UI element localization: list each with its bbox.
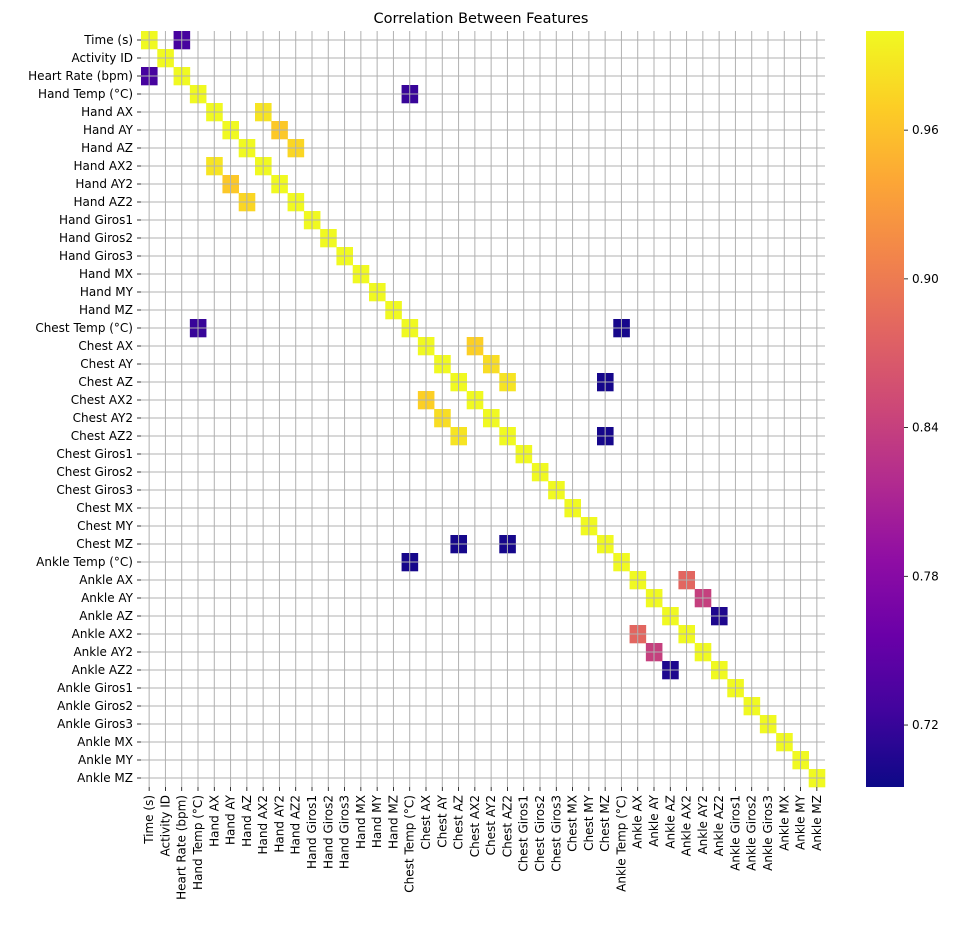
x-tick-label: Ankle AZ2 bbox=[712, 795, 726, 856]
y-tick-label: Ankle MX bbox=[77, 735, 133, 749]
x-tick-label: Chest MZ bbox=[598, 795, 612, 852]
y-tick-label: Hand AZ bbox=[81, 141, 133, 155]
x-tick-label: Chest Temp (°C) bbox=[403, 795, 417, 893]
y-tick-label: Hand Giros1 bbox=[59, 213, 133, 227]
y-tick-label: Chest Temp (°C) bbox=[35, 321, 133, 335]
x-tick-labels: Time (s) Activity ID Heart Rate (bpm) Hand … bbox=[142, 787, 824, 900]
colorbar-tick-label: 0.72 bbox=[912, 718, 939, 732]
x-tick-label: Ankle AZ bbox=[663, 795, 677, 849]
y-tick-label: Chest Giros3 bbox=[56, 483, 133, 497]
x-tick-label: Time (s) bbox=[142, 795, 156, 845]
x-tick-label: Chest AZ bbox=[452, 795, 466, 850]
y-tick-label: Ankle Temp (°C) bbox=[36, 555, 133, 569]
y-tick-label: Chest MX bbox=[76, 501, 133, 515]
x-tick-label: Hand AY bbox=[224, 794, 238, 845]
y-tick-label: Hand AZ2 bbox=[74, 195, 133, 209]
x-tick-label: Ankle AY2 bbox=[696, 795, 710, 855]
y-tick-label: Ankle Giros1 bbox=[57, 681, 133, 695]
y-tick-label: Ankle Giros3 bbox=[57, 717, 133, 731]
y-tick-label: Hand MX bbox=[79, 267, 133, 281]
y-tick-label: Chest MZ bbox=[76, 537, 133, 551]
x-tick-label: Hand Giros2 bbox=[321, 795, 335, 869]
colorbar-tick-label: 0.90 bbox=[912, 272, 939, 286]
x-tick-label: Ankle MY bbox=[794, 794, 808, 850]
heatmap-grid bbox=[141, 31, 825, 787]
x-tick-label: Ankle AX bbox=[631, 795, 645, 849]
x-tick-label: Heart Rate (bpm) bbox=[175, 795, 189, 900]
x-tick-label: Ankle AX2 bbox=[680, 795, 694, 856]
y-tick-label: Hand AY bbox=[83, 123, 134, 137]
x-tick-label: Chest MX bbox=[566, 795, 580, 852]
x-tick-label: Chest AZ2 bbox=[500, 795, 514, 857]
y-tick-label: Chest AZ2 bbox=[71, 429, 133, 443]
x-tick-label: Hand AZ2 bbox=[289, 795, 303, 854]
y-tick-label: Hand Temp (°C) bbox=[38, 87, 133, 101]
x-tick-label: Chest MY bbox=[582, 794, 596, 850]
heatmap-cells bbox=[141, 31, 826, 788]
x-tick-label: Hand AY2 bbox=[272, 795, 286, 853]
x-tick-label: Ankle MX bbox=[777, 795, 791, 851]
y-tick-label: Ankle MZ bbox=[77, 771, 133, 785]
x-tick-label: Ankle Giros1 bbox=[728, 795, 742, 871]
colorbar-tick-label: 0.84 bbox=[912, 421, 939, 435]
x-tick-label: Hand Giros3 bbox=[338, 795, 352, 869]
colorbar-ticks: 0.72 0.78 0.84 0.90 0.96 bbox=[904, 123, 939, 732]
x-tick-label: Ankle MZ bbox=[810, 795, 824, 851]
y-tick-labels: Time (s) Activity ID Heart Rate (bpm) Hand … bbox=[28, 33, 141, 785]
x-tick-label: Ankle Temp (°C) bbox=[614, 795, 628, 892]
x-tick-label: Hand MZ bbox=[386, 795, 400, 849]
y-tick-label: Ankle MY bbox=[78, 753, 134, 767]
y-tick-label: Hand AX bbox=[81, 105, 133, 119]
y-tick-label: Hand MZ bbox=[79, 303, 133, 317]
x-tick-label: Chest AY bbox=[435, 794, 449, 847]
y-tick-label: Hand AX2 bbox=[74, 159, 133, 173]
colorbar-tick-label: 0.78 bbox=[912, 569, 939, 583]
y-tick-label: Chest AY2 bbox=[73, 411, 133, 425]
colorbar bbox=[866, 31, 904, 787]
x-tick-label: Hand Temp (°C) bbox=[191, 795, 205, 890]
chart-title: Correlation Between Features bbox=[374, 11, 589, 27]
y-tick-label: Chest MY bbox=[77, 519, 133, 533]
x-tick-label: Ankle AY bbox=[647, 794, 661, 847]
y-tick-label: Hand Giros3 bbox=[59, 249, 133, 263]
x-tick-label: Chest Giros3 bbox=[549, 795, 563, 872]
y-tick-label: Hand Giros2 bbox=[59, 231, 133, 245]
x-tick-label: Chest AX bbox=[419, 795, 433, 850]
x-tick-label: Ankle Giros3 bbox=[761, 795, 775, 871]
y-tick-label: Chest AX2 bbox=[71, 393, 133, 407]
y-tick-label: Activity ID bbox=[72, 51, 133, 65]
y-tick-label: Hand AY2 bbox=[75, 177, 133, 191]
y-tick-label: Chest AY bbox=[80, 357, 133, 371]
x-tick-label: Chest Giros1 bbox=[517, 795, 531, 872]
x-tick-label: Hand AZ bbox=[240, 795, 254, 847]
x-tick-label: Hand MX bbox=[354, 795, 368, 849]
x-tick-label: Hand AX bbox=[207, 795, 221, 847]
x-tick-label: Hand AX2 bbox=[256, 795, 270, 854]
y-tick-label: Chest AX bbox=[78, 339, 133, 353]
y-tick-label: Chest Giros2 bbox=[56, 465, 133, 479]
x-tick-label: Chest AY2 bbox=[484, 795, 498, 855]
x-tick-label: Chest AX2 bbox=[468, 795, 482, 857]
x-tick-label: Activity ID bbox=[158, 795, 172, 856]
y-tick-label: Ankle AY bbox=[81, 591, 134, 605]
y-tick-label: Chest AZ bbox=[78, 375, 133, 389]
colorbar-tick-label: 0.96 bbox=[912, 123, 939, 137]
x-tick-label: Chest Giros2 bbox=[533, 795, 547, 872]
y-tick-label: Ankle AX2 bbox=[72, 627, 133, 641]
y-tick-label: Heart Rate (bpm) bbox=[28, 69, 133, 83]
y-tick-label: Hand MY bbox=[80, 285, 134, 299]
y-tick-label: Ankle AZ2 bbox=[72, 663, 133, 677]
y-tick-label: Ankle AX bbox=[79, 573, 133, 587]
x-tick-label: Hand MY bbox=[370, 794, 384, 848]
y-tick-label: Time (s) bbox=[83, 33, 133, 47]
x-tick-label: Hand Giros1 bbox=[305, 795, 319, 869]
y-tick-label: Ankle AZ bbox=[79, 609, 133, 623]
y-tick-label: Chest Giros1 bbox=[56, 447, 133, 461]
y-tick-label: Ankle Giros2 bbox=[57, 699, 133, 713]
x-tick-label: Ankle Giros2 bbox=[745, 795, 759, 871]
y-tick-label: Ankle AY2 bbox=[73, 645, 133, 659]
